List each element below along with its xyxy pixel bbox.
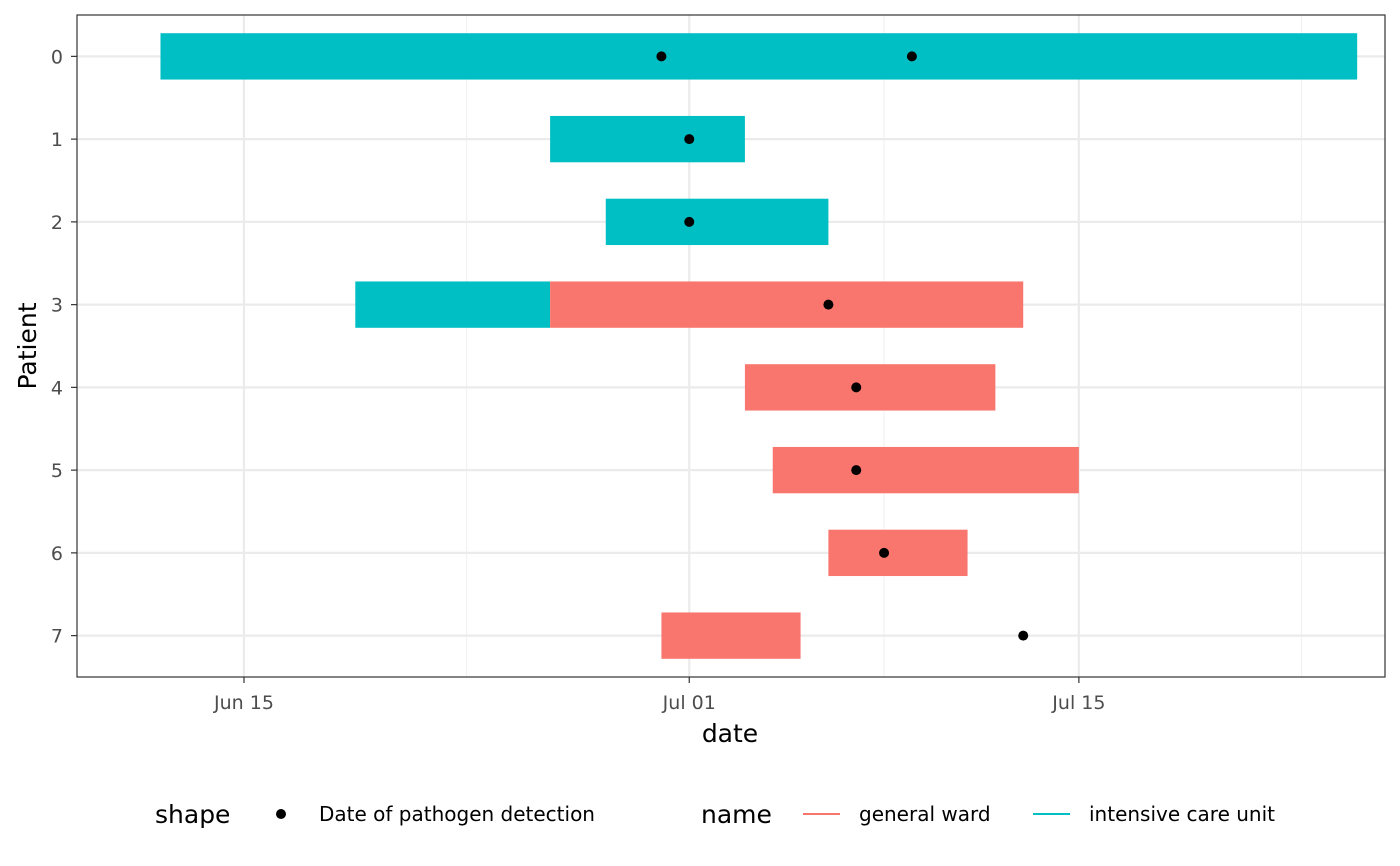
detection-point-patient-7 (1018, 630, 1029, 641)
legend-shape-title: shape (155, 800, 230, 829)
y-tick-label: 5 (51, 460, 63, 482)
stay-bars (160, 33, 1358, 659)
panel-border (76, 14, 1386, 678)
legend: shape Date of pathogen detection name ge… (155, 800, 1275, 829)
detection-point-patient-0 (906, 51, 917, 62)
x-tick-label: Jul 15 (1051, 692, 1105, 714)
legend-detection-dot (276, 809, 286, 819)
legend-icu-label: intensive care unit (1089, 802, 1275, 826)
y-tick-label: 3 (51, 295, 63, 317)
y-tick-label: 7 (51, 626, 63, 648)
detection-point-patient-6 (879, 547, 890, 558)
x-tick-label: Jul 01 (662, 692, 716, 714)
legend-detection-label: Date of pathogen detection (319, 802, 595, 826)
stay-bar-general-ward-patient-5 (772, 446, 1079, 494)
x-axis-title: date (702, 719, 758, 748)
y-axis-title: Patient (13, 302, 42, 389)
y-tick-label: 0 (51, 46, 63, 68)
detection-point-patient-5 (851, 465, 862, 476)
axes: Jun 15 Jul 01 Jul 15 0 1 2 3 4 5 6 7 (51, 46, 1106, 714)
detection-point-patient-0 (656, 51, 667, 62)
stay-bar-icu-patient-3 (355, 281, 551, 328)
stay-bar-icu-patient-1 (550, 115, 745, 163)
y-tick-label: 6 (51, 543, 63, 565)
detection-point-patient-2 (684, 216, 695, 227)
stay-bar-general-ward-patient-4 (744, 364, 996, 411)
stay-bar-icu-patient-2 (605, 198, 829, 246)
x-tick-label: Jun 15 (213, 692, 274, 714)
stay-bar-general-ward-patient-7 (661, 612, 801, 659)
legend-name-title: name (701, 800, 772, 829)
y-tick-label: 4 (51, 377, 63, 399)
detection-point-patient-4 (851, 382, 862, 393)
stay-bar-icu-patient-0 (160, 33, 1358, 80)
detection-points (656, 51, 1029, 641)
stay-bar-general-ward-patient-3 (550, 281, 1024, 328)
detection-point-patient-3 (823, 299, 834, 310)
y-tick-label: 2 (51, 212, 63, 234)
y-tick-label: 1 (51, 129, 63, 151)
stay-bar-general-ward-patient-6 (828, 529, 968, 577)
detection-point-patient-1 (684, 134, 695, 145)
legend-general-ward-label: general ward (859, 802, 991, 826)
grid-lines (77, 15, 1385, 677)
